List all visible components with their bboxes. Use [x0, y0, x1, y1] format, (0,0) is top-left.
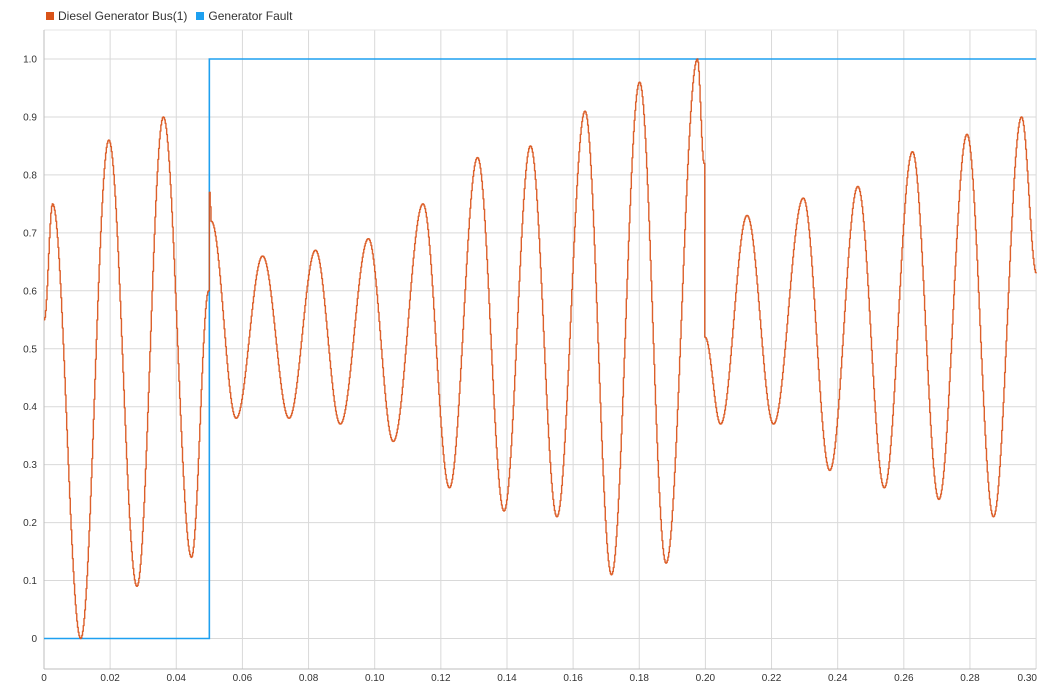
x-tick-label: 0.08 — [299, 673, 319, 684]
x-tick-label: 0.14 — [497, 673, 517, 684]
x-tick-label: 0 — [41, 673, 47, 684]
x-tick-label: 0.18 — [630, 673, 650, 684]
x-tick-label: 0.02 — [100, 673, 120, 684]
y-tick-label: 0.4 — [23, 402, 37, 413]
x-tick-label: 0.22 — [762, 673, 782, 684]
x-tick-label: 0.20 — [696, 673, 716, 684]
series-line-generator-fault — [44, 58, 1037, 640]
x-tick-label: 0.24 — [828, 673, 848, 684]
legend: Diesel Generator Bus(1) Generator Fault — [46, 9, 292, 23]
y-tick-label: 0.2 — [23, 518, 37, 529]
y-tick-label: 0.9 — [23, 112, 37, 123]
y-tick-label: 0 — [31, 634, 37, 645]
y-tick-label: 0.5 — [23, 344, 37, 355]
x-tick-label: 0.30 — [1018, 673, 1038, 684]
grid — [43, 30, 1037, 669]
y-tick-label: 1.0 — [23, 55, 37, 66]
x-tick-label: 0.10 — [365, 673, 385, 684]
series-line-diesel-generator-bus — [44, 58, 1037, 640]
y-tick-label: 0.7 — [23, 228, 37, 239]
y-tick-label: 0.6 — [23, 286, 37, 297]
y-tick-labels: 0 0.1 0.2 0.3 0.4 0.5 0.6 0.7 0.8 0.9 1.0 — [23, 55, 37, 646]
y-tick-label: 0.3 — [23, 460, 37, 471]
x-tick-label: 0.28 — [960, 673, 980, 684]
legend-label-generator-fault: Generator Fault — [208, 9, 293, 23]
legend-swatch-generator-fault — [196, 12, 205, 20]
legend-swatch-diesel-generator-bus — [46, 12, 54, 20]
series-layer — [44, 58, 1037, 640]
x-tick-label: 0.04 — [167, 673, 187, 684]
x-tick-label: 0.12 — [431, 673, 451, 684]
legend-label-diesel-generator-bus: Diesel Generator Bus(1) — [58, 9, 188, 23]
legend-item-diesel-generator-bus[interactable]: Diesel Generator Bus(1) — [46, 9, 187, 23]
y-tick-label: 0.8 — [23, 170, 37, 181]
x-tick-labels: 0 0.02 0.04 0.06 0.08 0.10 0.12 0.14 0.16 0.18 0.2… — [41, 673, 1037, 684]
x-tick-label: 0.26 — [894, 673, 914, 684]
legend-item-generator-fault[interactable]: Generator Fault — [196, 9, 292, 23]
x-tick-label: 0.06 — [233, 673, 253, 684]
y-tick-label: 0.1 — [23, 576, 37, 587]
x-tick-label: 0.16 — [563, 673, 583, 684]
